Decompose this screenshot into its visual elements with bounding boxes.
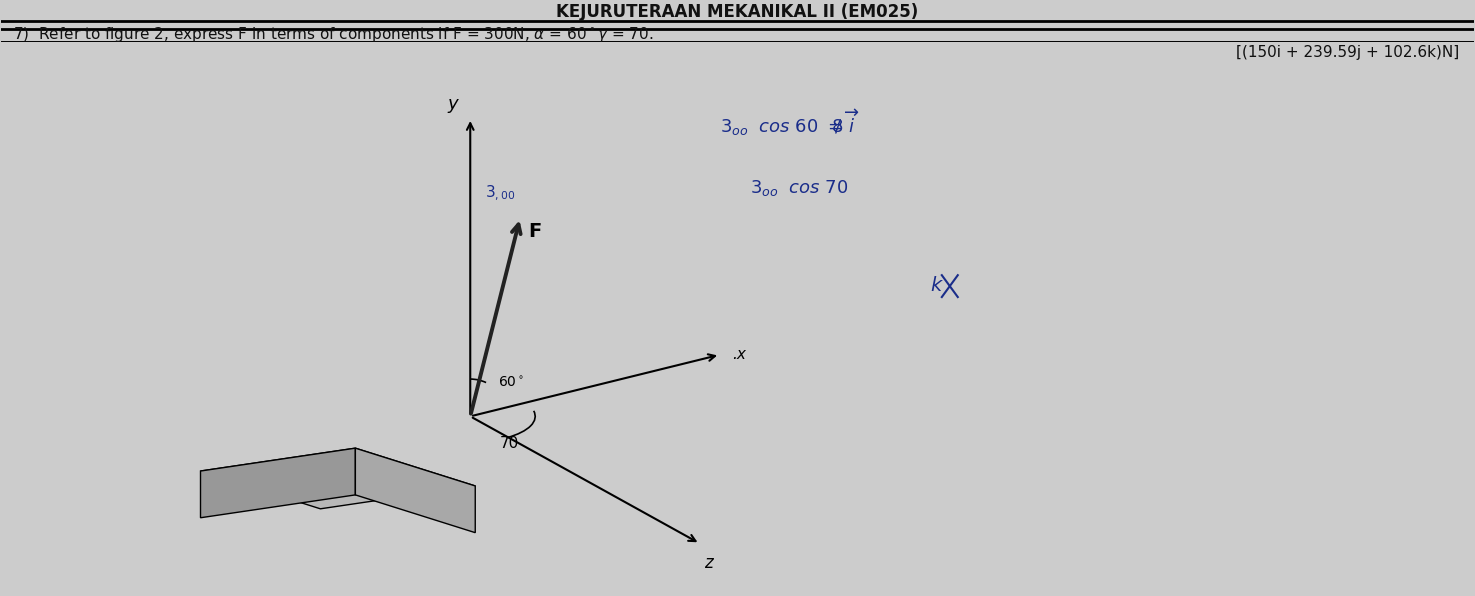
- Text: $k$: $k$: [929, 275, 944, 294]
- Text: 7)  Refer to figure 2, express F in terms of components if F = 300N, $\alpha$ = : 7) Refer to figure 2, express F in terms…: [13, 25, 653, 44]
- Text: $3_{oo}$  $cos$ $60$ $=\!\!\!\!/\!\!\!8$ $\overrightarrow{i}$: $3_{oo}$ $cos$ $60$ $=\!\!\!\!/\!\!\!8$ …: [720, 107, 860, 138]
- Text: y: y: [447, 95, 457, 113]
- Text: [(150i + 239.59j + 102.6k)N]: [(150i + 239.59j + 102.6k)N]: [1236, 45, 1459, 60]
- Text: $3_{,00}$: $3_{,00}$: [485, 184, 515, 203]
- Text: KEJURUTERAAN MEKANIKAL II (EM025): KEJURUTERAAN MEKANIKAL II (EM025): [556, 3, 919, 21]
- Text: 70: 70: [500, 436, 519, 451]
- Text: 60$^\circ$: 60$^\circ$: [499, 375, 525, 390]
- Text: .x: .x: [732, 347, 746, 362]
- Polygon shape: [201, 448, 475, 509]
- Polygon shape: [201, 448, 355, 518]
- Polygon shape: [355, 448, 475, 533]
- Text: z: z: [704, 554, 712, 572]
- Text: F: F: [528, 222, 541, 241]
- Text: $3_{oo}$  $cos$ $70$: $3_{oo}$ $cos$ $70$: [749, 178, 848, 198]
